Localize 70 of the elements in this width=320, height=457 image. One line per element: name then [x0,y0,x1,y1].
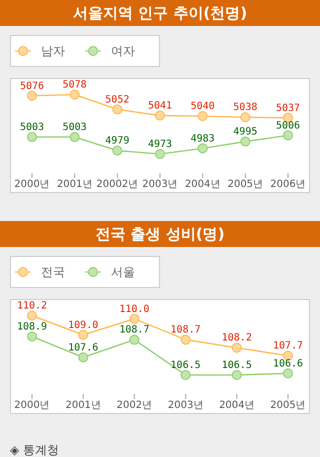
point [155,110,165,121]
x-tick-label: 2002년 [116,400,152,412]
data-label: 108.7 [170,324,201,336]
point [232,342,242,353]
point [129,334,140,345]
x-tick-label: 2001년 [56,179,92,190]
x-tick-label: 2004년 [184,179,220,190]
chart-title: 전국 출생 성비(명) [0,221,320,247]
data-label: 110.2 [16,300,48,312]
data-label: 5052 [105,94,130,106]
point [198,111,208,122]
data-label: 5003 [20,122,44,134]
data-label: 108.2 [222,332,252,344]
data-label: 107.7 [272,340,304,352]
x-tick-label: 2003년 [142,179,178,190]
data-label: 5003 [62,122,87,134]
x-tick-label: 2006년 [270,179,306,190]
x-tick-label: 2005년 [228,179,264,190]
data-label: 5040 [190,101,215,112]
data-label: 106.6 [272,358,304,370]
data-label: 4979 [105,136,130,147]
data-label: 107.6 [68,342,98,354]
data-label: 4973 [148,139,172,150]
point [78,352,88,362]
data-label: 5006 [276,120,300,132]
data-label: 5038 [233,102,258,114]
point [240,136,250,147]
point [112,146,122,156]
legend-label: 서울 [111,264,135,280]
point [283,368,293,378]
point [27,331,37,342]
data-label: 5076 [20,80,44,92]
point [198,143,208,154]
data-label: 5078 [62,80,87,91]
text: ◈ 통계청 [9,442,60,457]
x-tick-label: 2001년 [65,400,101,412]
data-label: 4983 [190,133,215,144]
point [70,132,80,142]
x-tick-label: 2005년 [270,400,306,412]
point [232,370,242,380]
point [27,90,37,101]
data-label: 108.7 [119,324,150,336]
point [27,310,37,321]
data-label: 109.0 [68,320,98,331]
x-tick-label: 2003년 [168,400,204,412]
data-label: 108.9 [16,321,48,332]
point [70,90,80,100]
data-label: 4995 [233,126,258,138]
point [129,314,140,324]
x-tick-label: 2000년 [14,179,50,190]
point [112,104,122,114]
data-label: 106.5 [222,360,252,371]
x-tick-label: 2004년 [219,400,255,412]
x-tick-label: 20002년 [96,179,138,190]
data-label: 5041 [148,100,172,112]
data-label: 5037 [276,102,300,114]
point [240,112,250,122]
point [180,370,191,380]
data-label: 106.5 [170,360,201,371]
point [180,334,191,345]
legend-label: 여자 [111,42,135,60]
point [155,149,165,159]
data-label: 110.0 [119,304,150,315]
point [283,130,293,140]
point [27,132,37,142]
point [78,330,88,340]
chart-title: 서울지역 인구 추이(천명) [0,0,320,26]
legend-label: 남자 [41,42,65,60]
x-tick-label: 2000년 [14,400,50,412]
legend-label: 전국 [41,264,65,280]
